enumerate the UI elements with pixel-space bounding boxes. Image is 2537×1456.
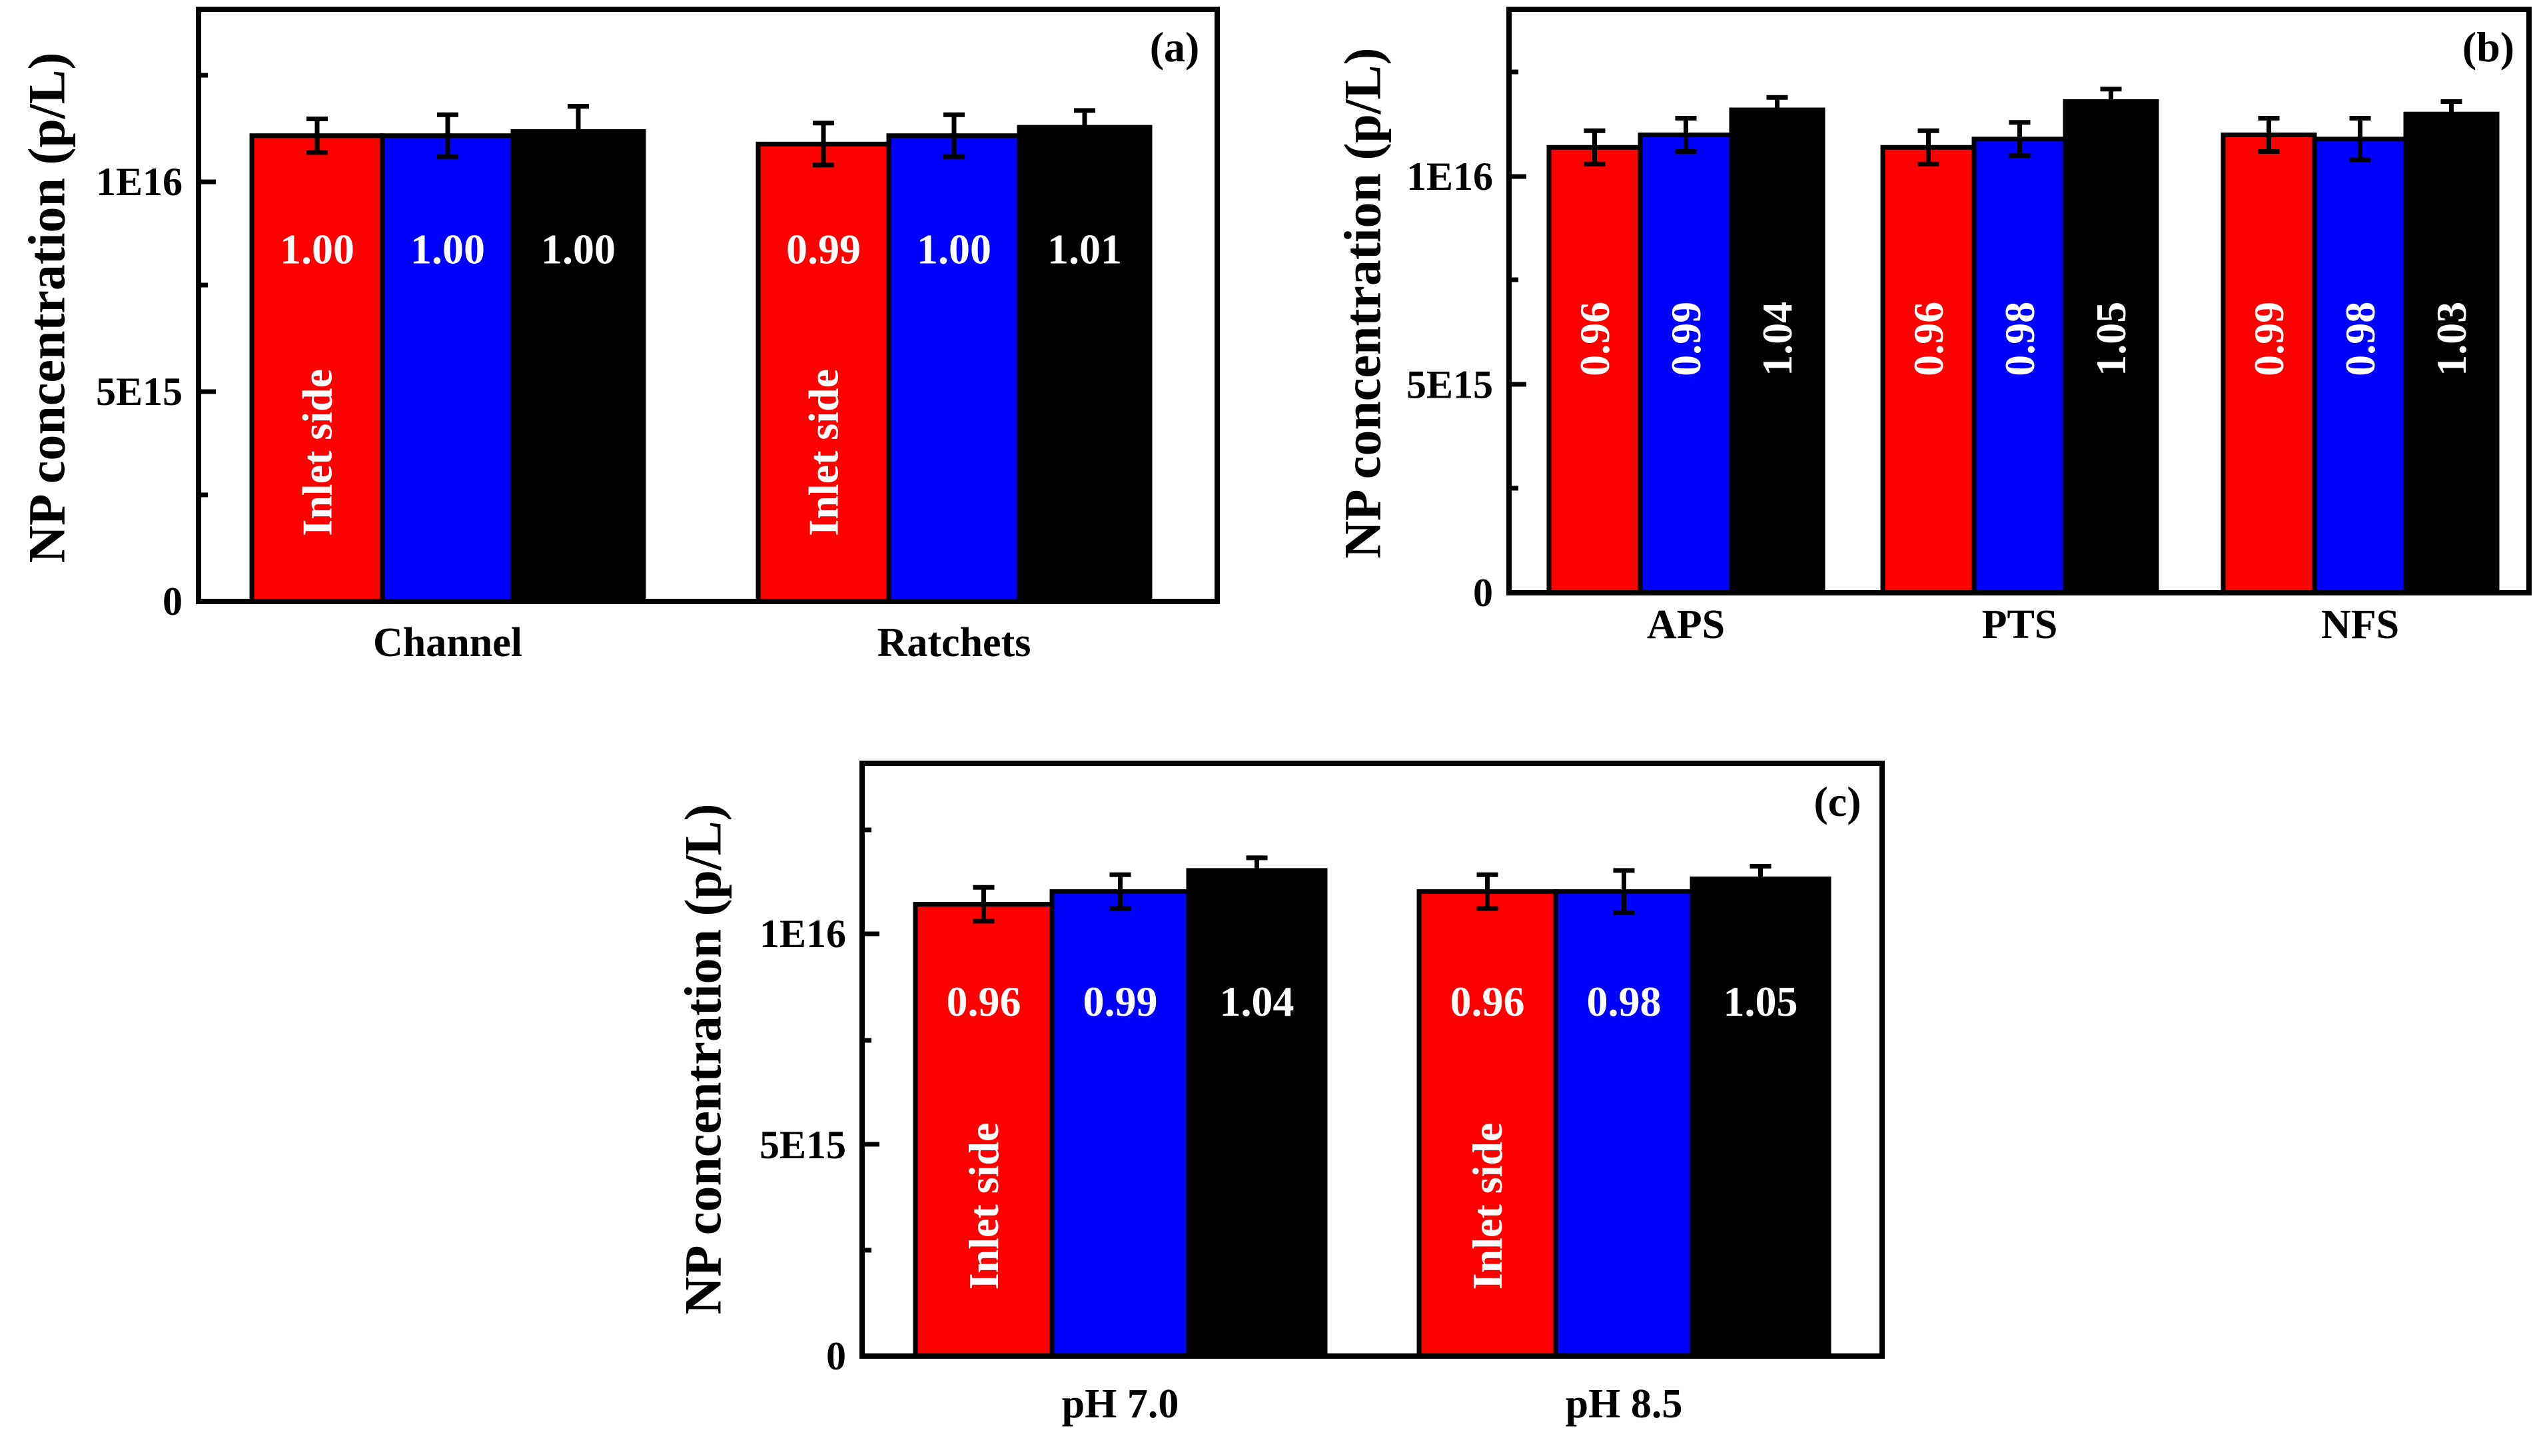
- data-label: 0.96: [1450, 978, 1525, 1025]
- data-label: 1.04: [1220, 978, 1294, 1025]
- y-tick-label: 5E15: [96, 370, 183, 414]
- bar: [886, 133, 1022, 604]
- x-tick-label: APS: [1647, 602, 1725, 647]
- plot-frame: [196, 7, 1220, 604]
- data-label: 0.98: [1996, 302, 2043, 376]
- y-tick-label: 1E16: [1406, 155, 1493, 198]
- data-label: 0.96: [1571, 302, 1618, 376]
- data-label: 1.03: [2428, 302, 2475, 376]
- x-tick-label: pH 7.0: [1062, 1381, 1179, 1427]
- bar-inner-label: Inlet side: [294, 369, 341, 536]
- plot-frame: [859, 761, 1885, 1359]
- bar: [249, 133, 385, 604]
- panel-label: (c): [1813, 778, 1861, 825]
- chart-panel-3: 0.96 Inlet side 0.99 1.04 pH 7.0 0.96 Inlet si…: [674, 761, 1885, 1427]
- panel-label: (a): [1150, 23, 1200, 71]
- data-label: 0.98: [2336, 302, 2384, 376]
- data-label: 1.04: [1754, 302, 1801, 376]
- y-tick-label: 0: [1473, 571, 1493, 615]
- data-label: 1.00: [280, 225, 354, 272]
- data-label: 0.96: [1905, 302, 1952, 376]
- bar: [1971, 137, 2068, 595]
- data-label: 1.00: [541, 225, 616, 272]
- chart-panel-1: 1.00 Inlet side 1.00 1.00 Channel 0.99 Inlet s…: [18, 7, 1220, 665]
- bar: [1017, 125, 1153, 604]
- y-tick-label: 5E15: [760, 1123, 846, 1167]
- data-label: 1.01: [1047, 225, 1122, 272]
- y-tick-label: 0: [826, 1334, 846, 1378]
- x-tick-label: Ratchets: [877, 620, 1031, 665]
- bar: [1049, 889, 1191, 1359]
- data-label: 1.05: [2087, 302, 2135, 376]
- bar-inner-label: Inlet side: [800, 369, 847, 536]
- data-label: 0.99: [1083, 978, 1158, 1025]
- bar: [1690, 877, 1831, 1359]
- bar: [1186, 868, 1328, 1359]
- data-label: 0.99: [1662, 302, 1710, 376]
- data-label: 0.96: [947, 978, 1021, 1025]
- bar: [1416, 889, 1558, 1359]
- data-label: 1.00: [410, 225, 485, 272]
- x-tick-label: pH 8.5: [1566, 1381, 1683, 1427]
- bar: [1553, 889, 1695, 1359]
- y-axis-label: NP concentration (p/L): [1334, 48, 1392, 559]
- x-tick-label: Channel: [373, 620, 522, 665]
- panel-label: (b): [2462, 23, 2514, 71]
- plot-frame: [1506, 7, 2532, 595]
- bar: [2221, 133, 2317, 595]
- chart-panel-2: 0.96 0.99 1.04 APS 0.96 0.98 1.05 PTS 0.99 0.98 1.…: [1334, 7, 2532, 647]
- bar: [1729, 107, 1825, 595]
- x-tick-label: NFS: [2321, 602, 2399, 647]
- data-label: 0.98: [1587, 978, 1662, 1025]
- y-tick-label: 1E16: [96, 160, 183, 204]
- bar: [2403, 111, 2500, 595]
- data-label: 0.99: [2245, 302, 2292, 376]
- y-tick-label: 5E15: [1406, 363, 1493, 407]
- y-tick-label: 0: [163, 579, 183, 623]
- y-axis-label: NP concentration (p/L): [18, 53, 76, 563]
- bar-inner-label: Inlet side: [960, 1123, 1007, 1290]
- data-label: 0.99: [786, 225, 861, 272]
- y-axis-label: NP concentration (p/L): [674, 804, 732, 1315]
- bar-inner-label: Inlet side: [1464, 1123, 1511, 1290]
- data-label: 1.05: [1724, 978, 1798, 1025]
- data-label: 1.00: [917, 225, 991, 272]
- y-tick-label: 1E16: [760, 912, 846, 956]
- x-tick-label: PTS: [1982, 602, 2058, 647]
- bar: [510, 129, 646, 604]
- bar: [380, 133, 516, 604]
